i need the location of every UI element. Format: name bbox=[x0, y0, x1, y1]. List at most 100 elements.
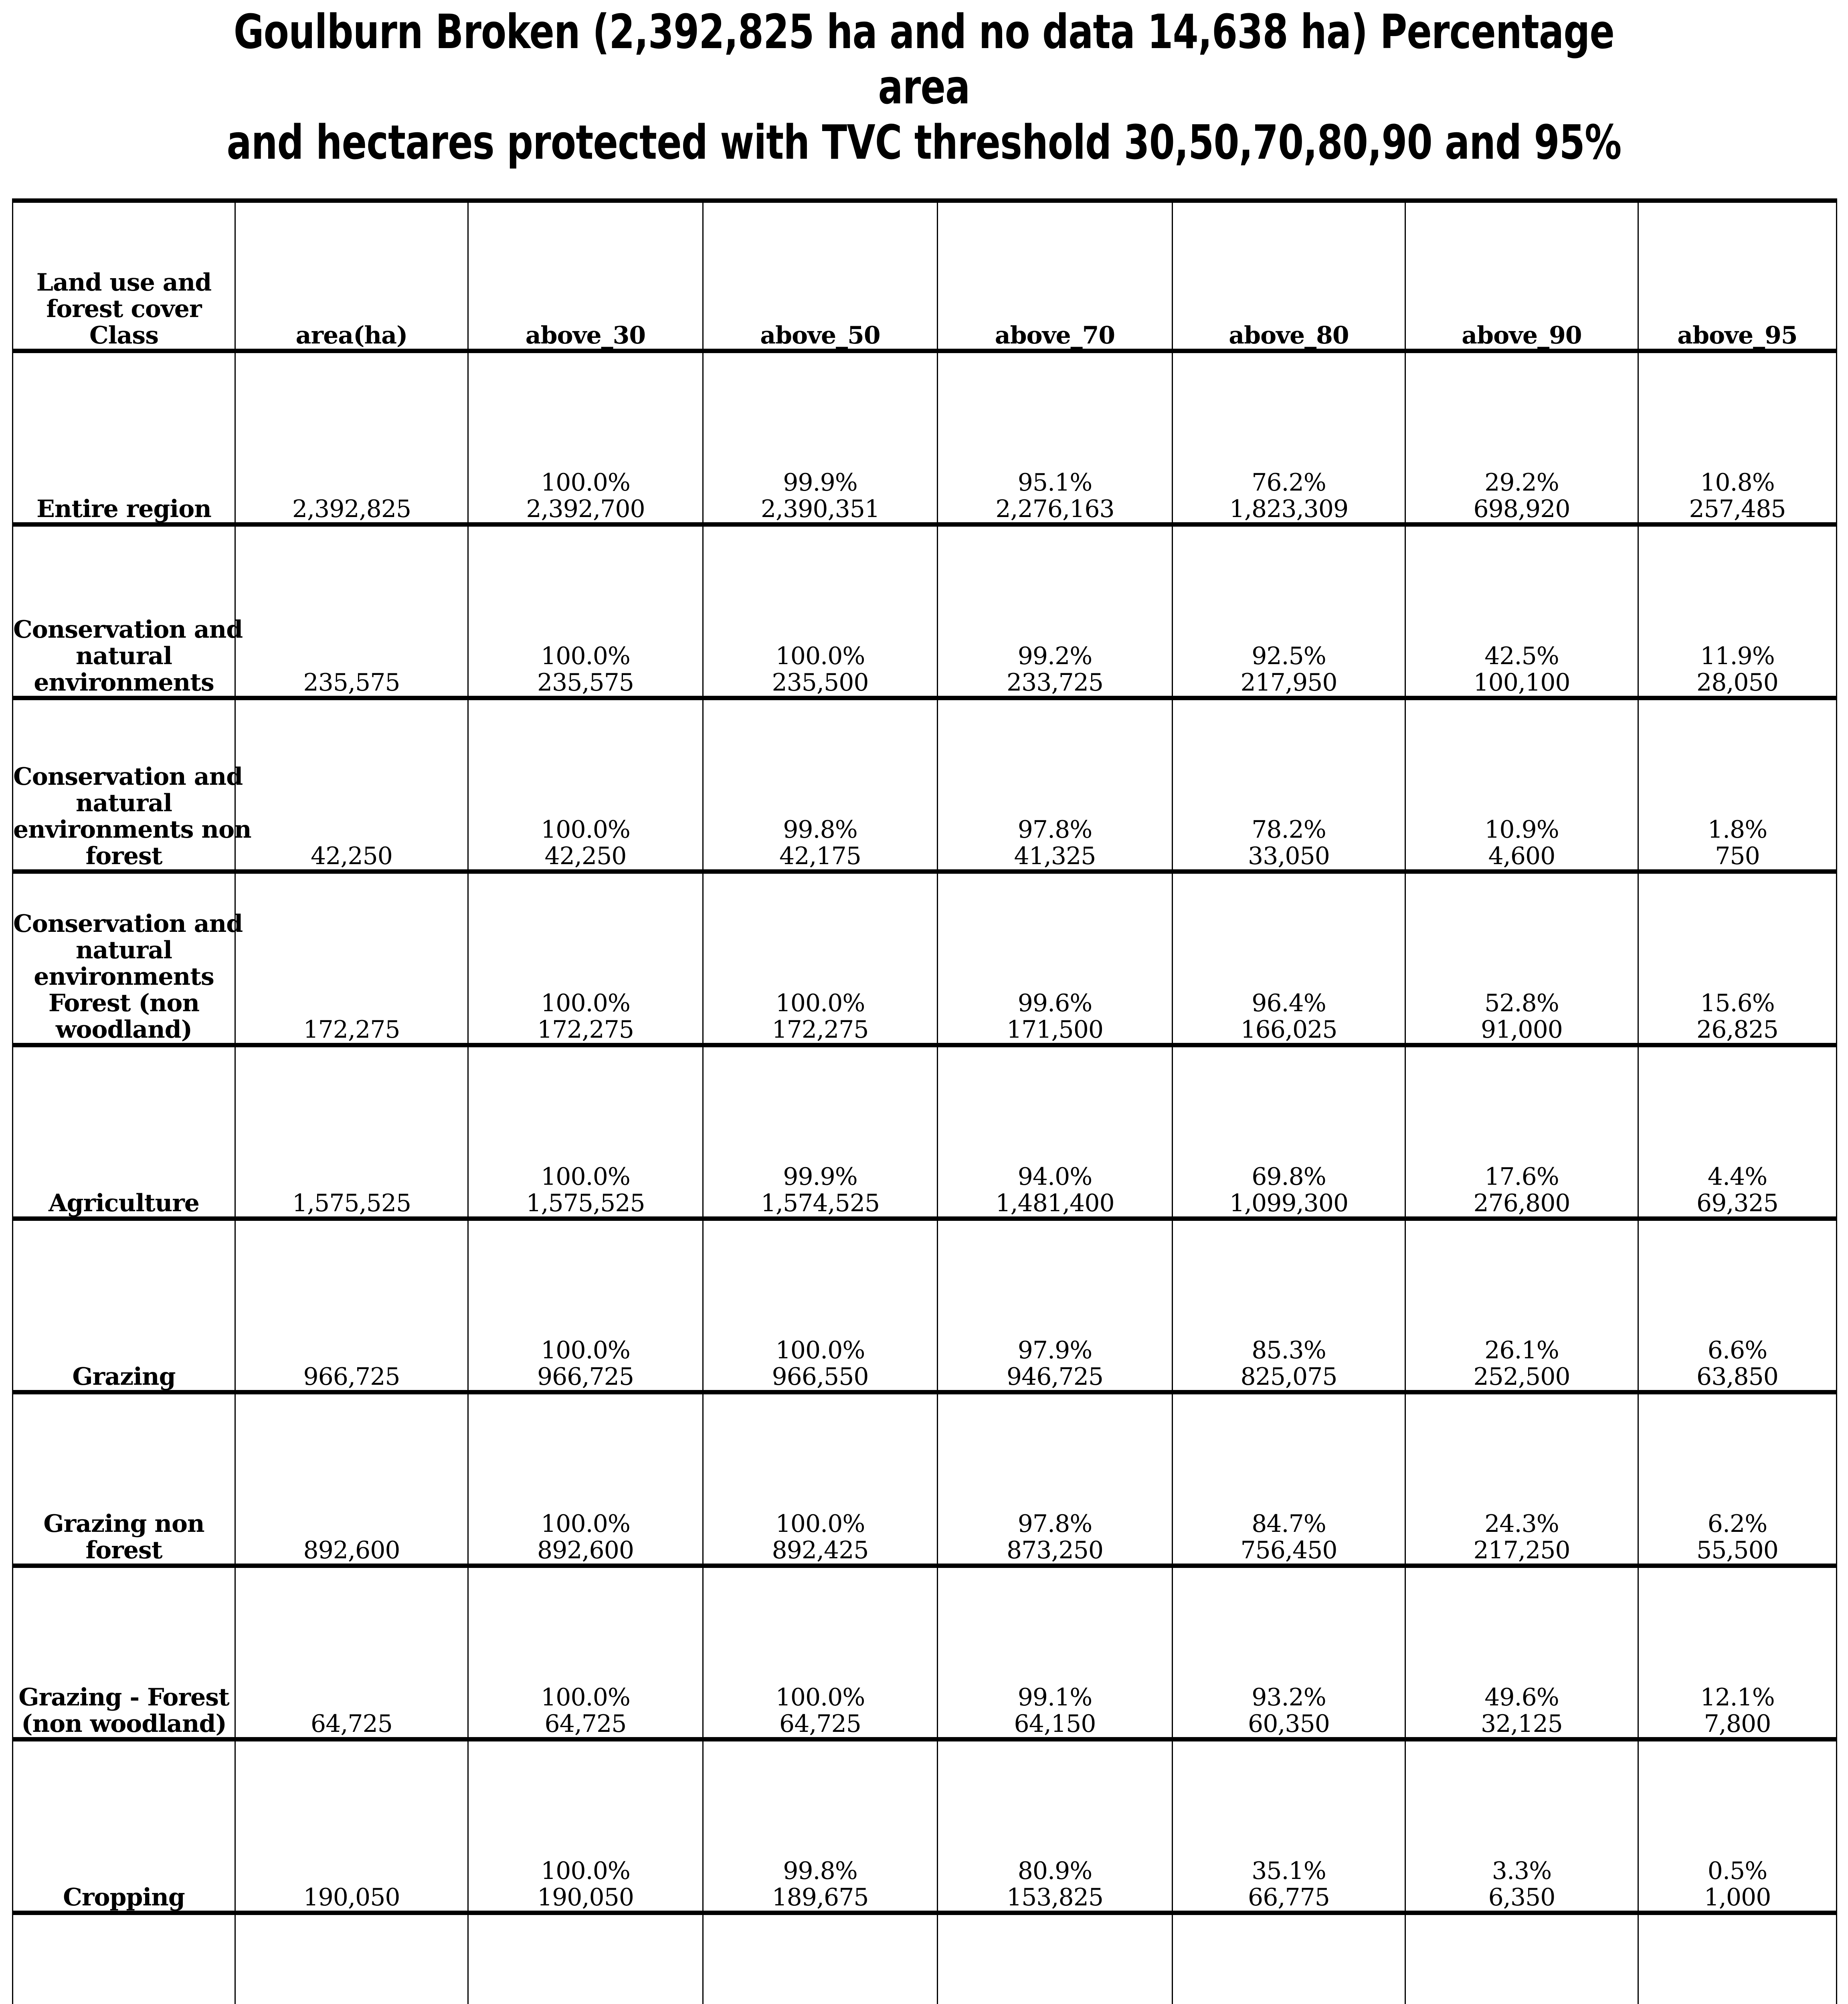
header-class-line: Class bbox=[89, 321, 159, 349]
hectares-value: 235,500 bbox=[772, 669, 869, 697]
hectares-value: 1,000 bbox=[1704, 1883, 1771, 1911]
hectares-value: 2,390,351 bbox=[760, 495, 880, 523]
hectares-value: 7,800 bbox=[1704, 1710, 1771, 1738]
percent-value: 100.0% bbox=[541, 1336, 631, 1364]
threshold-cell: 10.9% 4,600 bbox=[1405, 696, 1639, 872]
hectares-value: 750 bbox=[1715, 842, 1760, 870]
table-row: Conservation and natural environments Fores… bbox=[12, 869, 1837, 1045]
hectares-value: 873,250 bbox=[1006, 1536, 1104, 1564]
table-row: Entire region 2,392,825 100.0% 2,392,700 99.… bbox=[12, 349, 1837, 525]
table-row: Grazing 966,725 100.0% 966,725 100.0% 966,550… bbox=[12, 1216, 1837, 1392]
hectares-value: 153,825 bbox=[1006, 1883, 1104, 1911]
threshold-cell: 99.8% 189,675 bbox=[702, 1737, 938, 1913]
threshold-cell: 24.3% 217,250 bbox=[1405, 1390, 1639, 1566]
row-label-cell: Cropping bbox=[12, 1737, 236, 1913]
threshold-cell: 84.7% 756,450 bbox=[1172, 1390, 1406, 1566]
threshold-cell: 1.8% 750 bbox=[1638, 696, 1837, 872]
hectares-value: 825,075 bbox=[1240, 1363, 1337, 1391]
hectares-value: 1,574,525 bbox=[760, 1189, 880, 1217]
threshold-cell: 100.0% 966,725 bbox=[467, 1216, 704, 1392]
hectares-value: 33,050 bbox=[1248, 842, 1330, 870]
hectares-value: 190,050 bbox=[537, 1883, 634, 1911]
threshold-cell: 90.7%368,800 bbox=[937, 1911, 1173, 2004]
percent-value: 10.8% bbox=[1700, 469, 1775, 497]
threshold-cell: 97.8% 873,250 bbox=[937, 1390, 1173, 1566]
hectares-value: 257,485 bbox=[1689, 495, 1786, 523]
hectares-value: 42,250 bbox=[544, 842, 627, 870]
hectares-value: 252,500 bbox=[1473, 1363, 1570, 1391]
table-header-row: Land use and forest cover Class area(ha)… bbox=[12, 200, 1837, 353]
threshold-cell: 93.2% 60,350 bbox=[1172, 1564, 1406, 1739]
row-label-line: Agriculture bbox=[49, 1189, 200, 1217]
threshold-cell: 52.8% 91,000 bbox=[1405, 869, 1639, 1045]
threshold-cell: 6.6% 63,850 bbox=[1638, 1216, 1837, 1392]
table-row: Conservation and natural environments 235,5… bbox=[12, 522, 1837, 698]
page-title-line-2: and hectares protected with TVC threshol… bbox=[226, 115, 1622, 170]
row-label-line: natural bbox=[75, 642, 172, 670]
row-label-line: environments bbox=[34, 669, 214, 697]
percent-value: 100.0% bbox=[775, 1683, 865, 1711]
percent-value: 76.2% bbox=[1252, 469, 1326, 497]
area-value: 42,250 bbox=[235, 696, 469, 872]
percent-value: 6.2% bbox=[1707, 1510, 1767, 1538]
row-label-line: woodland) bbox=[55, 1016, 192, 1044]
row-label-cell: Conservation and natural environments bbox=[12, 522, 243, 698]
threshold-cell: 100.0% 1,575,525 bbox=[467, 1043, 704, 1219]
percent-value: 29.2% bbox=[1484, 469, 1559, 497]
row-label-cell: Entire region bbox=[12, 349, 236, 525]
row-label-cell: Grazing non forest bbox=[12, 1390, 236, 1566]
percent-value: 85.3% bbox=[1252, 1336, 1326, 1364]
row-label-line: Grazing bbox=[72, 1363, 176, 1391]
percent-value: 99.6% bbox=[1017, 989, 1093, 1017]
area-value: 1,575,525 bbox=[235, 1043, 469, 1219]
table-row: Cropping 190,050 100.0% 190,050 99.8% 189,675… bbox=[12, 1737, 1837, 1913]
percent-value: 100.0% bbox=[541, 1683, 631, 1711]
threshold-cell: 99.8% 42,175 bbox=[702, 696, 938, 872]
hectares-value: 172,275 bbox=[772, 1016, 869, 1044]
hectares-value: 166,025 bbox=[1240, 1016, 1337, 1044]
percent-value: 49.6% bbox=[1484, 1683, 1559, 1711]
threshold-cell: 17.6% 276,800 bbox=[1405, 1043, 1639, 1219]
hectares-value: 698,920 bbox=[1473, 495, 1570, 523]
threshold-cell: 69.8% 1,099,300 bbox=[1172, 1043, 1406, 1219]
landuse-tvc-table: Land use and forest cover Class area(ha)… bbox=[12, 198, 1837, 2004]
percent-value: 97.8% bbox=[1017, 1510, 1093, 1538]
threshold-cell: 100.0% 892,600 bbox=[467, 1390, 704, 1566]
threshold-cell: 11.9% 28,050 bbox=[1638, 522, 1837, 698]
table-row: Grazing non forest 892,600 100.0% 892,600 100… bbox=[12, 1390, 1837, 1566]
threshold-cell: 15.6% 26,825 bbox=[1638, 869, 1837, 1045]
area-value: 2,392,825 bbox=[235, 349, 469, 525]
percent-value: 3.3% bbox=[1492, 1857, 1552, 1885]
percent-value: 100.0% bbox=[775, 1510, 865, 1538]
page-title: Goulburn Broken (2,392,825 ha and no dat… bbox=[203, 4, 1645, 170]
hectares-value: 2,392,700 bbox=[526, 495, 645, 523]
row-label-line: natural bbox=[75, 936, 172, 964]
threshold-cell: 96.4% 166,025 bbox=[1172, 869, 1406, 1045]
threshold-cell: 99.9%406,025 bbox=[702, 1911, 938, 2004]
percent-value: 94.0% bbox=[1017, 1163, 1093, 1191]
percent-value: 15.6% bbox=[1700, 989, 1775, 1017]
hectares-value: 28,050 bbox=[1696, 669, 1779, 697]
hectares-value: 6,350 bbox=[1488, 1883, 1556, 1911]
percent-value: 10.9% bbox=[1484, 816, 1559, 844]
threshold-cell: 99.6% 171,500 bbox=[937, 869, 1173, 1045]
threshold-cell: 76.2% 1,823,309 bbox=[1172, 349, 1406, 525]
hectares-value: 42,175 bbox=[779, 842, 861, 870]
threshold-cell: 42.5% 100,100 bbox=[1405, 522, 1639, 698]
threshold-cell: 26.1% 252,500 bbox=[1405, 1216, 1639, 1392]
threshold-cell: 94.0% 1,481,400 bbox=[937, 1043, 1173, 1219]
hectares-value: 64,150 bbox=[1014, 1710, 1096, 1738]
hectares-value: 217,250 bbox=[1473, 1536, 1570, 1564]
hectares-value: 1,481,400 bbox=[995, 1189, 1114, 1217]
percent-value: 99.9% bbox=[783, 1163, 858, 1191]
row-label-line: environments non bbox=[13, 816, 252, 844]
hectares-value: 276,800 bbox=[1473, 1189, 1570, 1217]
threshold-cell: 49.6% 32,125 bbox=[1405, 1564, 1639, 1739]
threshold-cell: 80.9% 153,825 bbox=[937, 1737, 1173, 1913]
threshold-cell: 0.8%3,300 bbox=[1638, 1911, 1837, 2004]
threshold-cell: 100.0% 892,425 bbox=[702, 1390, 938, 1566]
page-title-line-1: Goulburn Broken (2,392,825 ha and no dat… bbox=[233, 4, 1615, 115]
area-value: 406,475 bbox=[235, 1911, 469, 2004]
row-label-cell: Irrigation bbox=[12, 1911, 236, 2004]
area-value: 235,575 bbox=[235, 522, 469, 698]
